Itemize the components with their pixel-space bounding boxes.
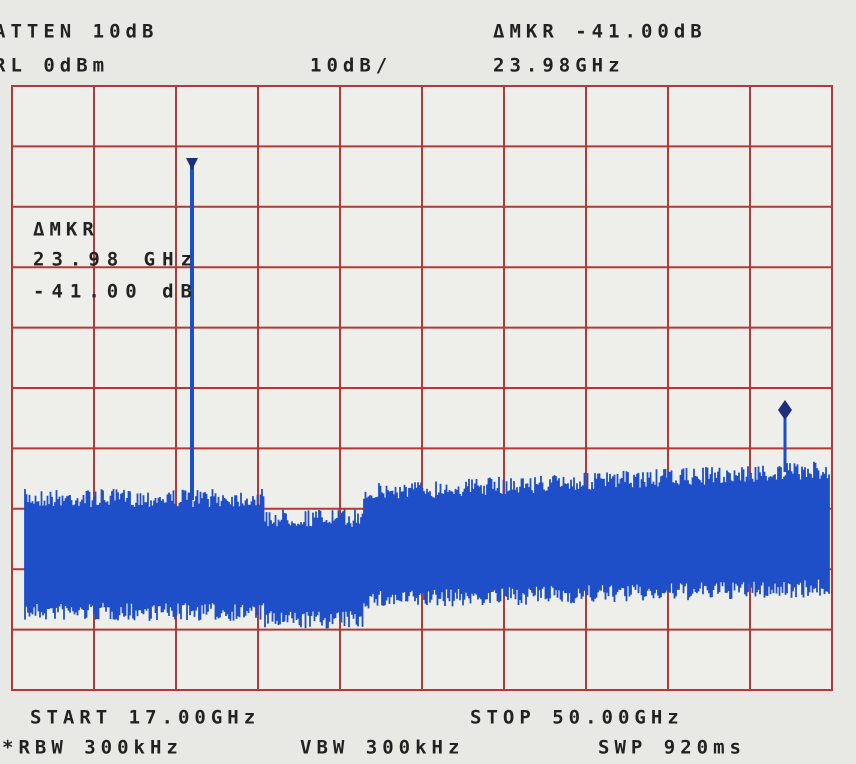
sweep-time: SWP 920ms [598, 737, 746, 759]
readout-freq: 23.98 GHz [33, 249, 199, 271]
analyzer-screen: ATTEN 10dB RL 0dBm 10dB/ ΔMKR -41.00dB 2… [0, 0, 856, 764]
atten-label: ATTEN 10dB [0, 21, 158, 43]
readout-level: -41.00 dB [33, 281, 199, 303]
readout-label: ΔMKR [33, 219, 99, 241]
start-freq: START 17.00GHz [30, 707, 260, 729]
rbw: *RBW 300kHz [2, 737, 183, 759]
marker-freq-label: 23.98GHz [493, 55, 625, 77]
scale-label: 10dB/ [310, 55, 392, 77]
delta-marker-label: ΔMKR -41.00dB [493, 21, 707, 43]
ref-level-label: RL 0dBm [0, 55, 109, 77]
stop-freq: STOP 50.00GHz [470, 707, 684, 729]
vbw: VBW 300kHz [300, 737, 464, 759]
